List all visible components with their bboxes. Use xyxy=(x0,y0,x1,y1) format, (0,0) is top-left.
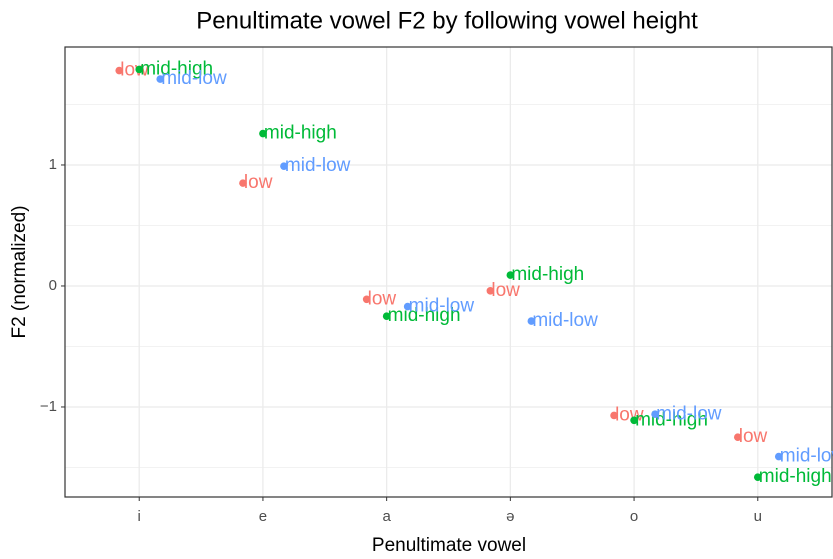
point-label: low xyxy=(120,60,149,81)
point xyxy=(239,179,247,187)
y-tick-label: −1 xyxy=(40,398,57,415)
x-tick-label: o xyxy=(630,508,638,525)
x-tick-label: i xyxy=(138,508,141,525)
point-label: low xyxy=(368,288,397,309)
point-label: low xyxy=(244,172,273,193)
point-label: mid-low xyxy=(532,310,598,331)
point xyxy=(486,287,495,295)
point xyxy=(135,65,144,74)
point xyxy=(115,66,124,75)
point-label: mid-low xyxy=(656,403,722,424)
point xyxy=(753,473,762,481)
point-label: mid-high xyxy=(759,466,832,487)
point-label: mid-low xyxy=(780,446,833,467)
point-label: mid-high xyxy=(264,123,337,144)
panel-border xyxy=(64,46,833,498)
x-tick-label: u xyxy=(754,508,762,525)
point xyxy=(362,295,371,304)
point xyxy=(610,411,618,420)
point-label: mid-low xyxy=(409,296,475,317)
point xyxy=(403,302,412,311)
point xyxy=(651,410,659,419)
point-label: low xyxy=(491,280,520,301)
x-tick-label: ə xyxy=(506,508,514,525)
point xyxy=(259,129,267,138)
point-label: low xyxy=(739,426,768,447)
point xyxy=(156,75,165,83)
y-tick-label: 0 xyxy=(49,277,57,294)
point xyxy=(280,162,288,170)
point xyxy=(506,271,515,279)
point xyxy=(630,416,638,425)
point xyxy=(382,312,391,321)
point-label: mid-high xyxy=(388,305,461,326)
x-axis-label: Penultimate vowel xyxy=(372,535,526,556)
x-tick-label: a xyxy=(382,508,391,525)
point-label: mid-low xyxy=(161,68,227,89)
y-tick-label: 1 xyxy=(49,156,57,173)
chart-title: Penultimate vowel F2 by following vowel … xyxy=(196,7,698,34)
point xyxy=(733,433,742,442)
point-label: mid-high xyxy=(140,58,213,79)
point-label: mid-low xyxy=(285,155,351,176)
x-tick-label: e xyxy=(259,508,267,525)
point xyxy=(527,317,536,325)
point-label: mid-high xyxy=(511,264,584,285)
y-axis-label: F2 (normalized) xyxy=(9,205,30,338)
point xyxy=(774,452,783,461)
